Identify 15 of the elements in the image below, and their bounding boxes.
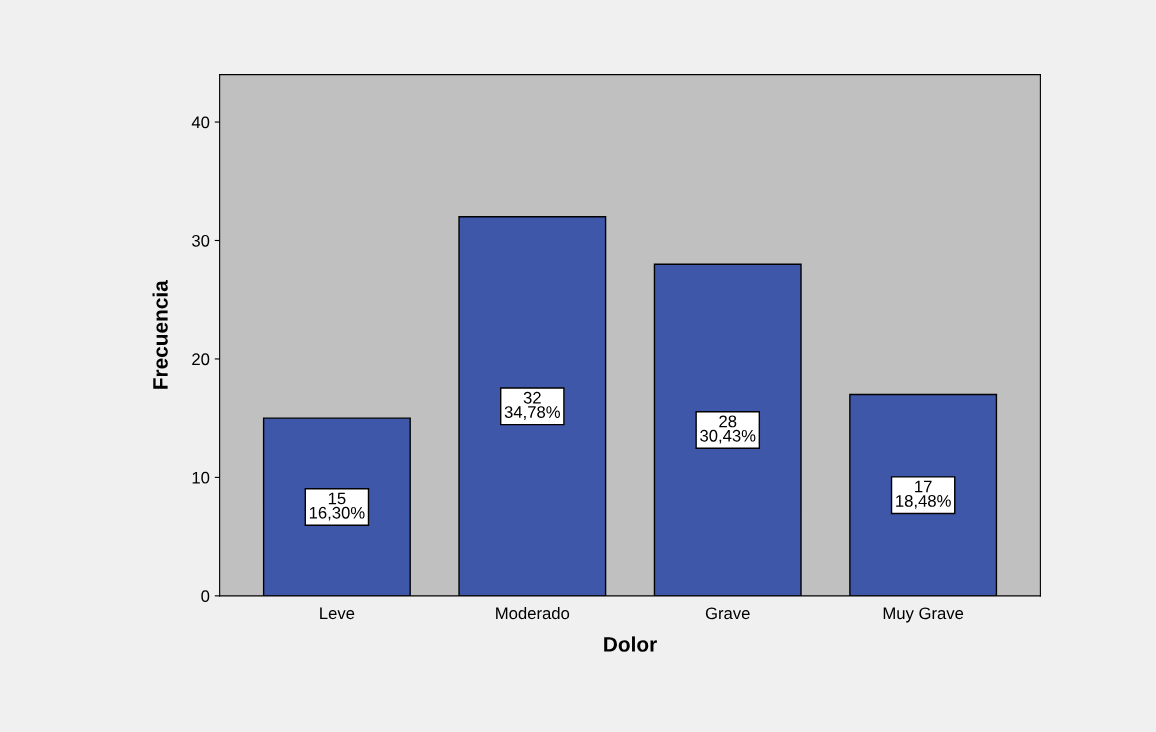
y-tick-label: 10 — [192, 471, 210, 484]
data-label: 17 18,48% — [896, 480, 951, 509]
x-tick-label: Grave — [705, 607, 750, 620]
x-tick-label: Leve — [320, 607, 355, 620]
x-tick-label: Moderado — [496, 606, 570, 620]
y-axis-title: Frecuencia — [152, 280, 168, 389]
y-tick-label: 0 — [201, 590, 210, 603]
y-tick-label: 30 — [192, 234, 210, 247]
y-tick-label: 40 — [191, 116, 210, 129]
x-tick-label: Muy Grave — [883, 607, 964, 623]
x-axis-title: Dolor — [604, 636, 657, 652]
data-label: 28 30,43% — [700, 415, 756, 444]
data-label: 32 34,78% — [504, 391, 560, 420]
data-label: 15 16,30% — [309, 492, 365, 521]
y-tick-label: 20 — [192, 353, 210, 366]
